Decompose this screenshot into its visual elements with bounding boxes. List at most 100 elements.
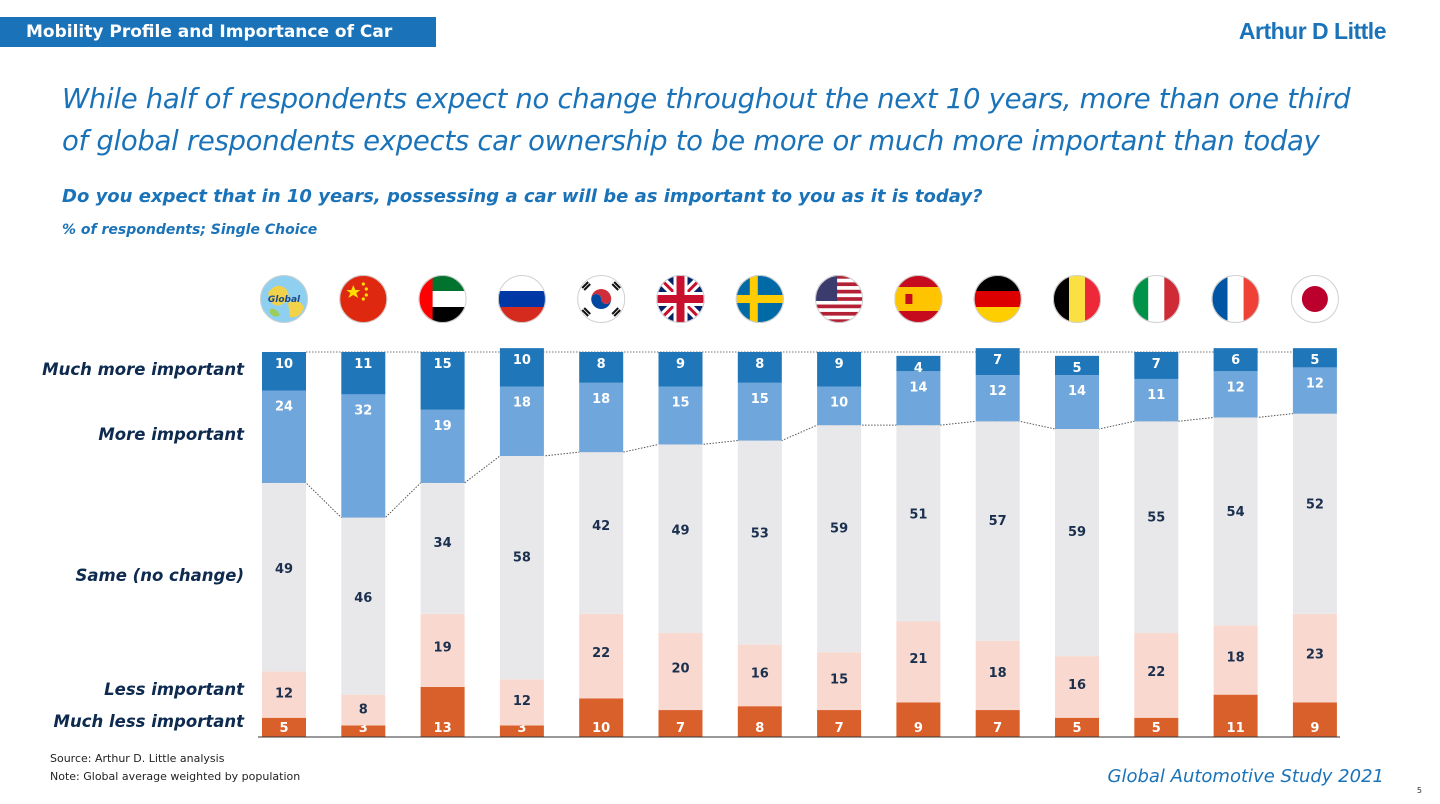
- row-label-more: More important: [98, 425, 244, 444]
- data-label-russia-more-important: 18: [513, 396, 531, 411]
- bar-china-much-less-important: [341, 725, 386, 737]
- data-label-uae-much-less-important: 13: [434, 721, 452, 736]
- data-label-germany-more-important: 12: [989, 384, 1007, 399]
- row-label-much-more: Much more important: [42, 360, 244, 379]
- data-label-global-much-more-important: 10: [275, 357, 293, 372]
- data-label-united-kingdom-much-more-important: 9: [676, 357, 685, 372]
- data-label-italy-much-more-important: 7: [1152, 357, 1161, 372]
- data-label-spain-much-more-important: 4: [914, 361, 923, 376]
- data-label-italy-same-no-change: 55: [1147, 511, 1165, 526]
- bar-china-less-important: [341, 694, 386, 726]
- source-note: Source: Arthur D. Little analysis: [50, 752, 225, 765]
- data-label-france-much-more-important: 6: [1231, 353, 1240, 368]
- data-label-sweden-more-important: 15: [751, 392, 769, 407]
- bar-france-more-important: [1213, 371, 1258, 418]
- bar-france-same-no-change: [1213, 417, 1258, 626]
- data-label-belgium-much-less-important: 5: [1072, 721, 1081, 736]
- bar-united-kingdom-more-important: [658, 386, 703, 445]
- data-label-china-much-less-important: 3: [359, 721, 368, 736]
- flag-south-korea-icon: [577, 275, 626, 323]
- bar-south-korea-more-important: [579, 382, 624, 453]
- data-label-china-much-more-important: 11: [354, 357, 372, 372]
- row-label-less: Less important: [104, 680, 244, 699]
- bar-global-same-no-change: [262, 482, 306, 672]
- data-label-usa-much-more-important: 9: [835, 357, 844, 372]
- data-label-belgium-much-more-important: 5: [1072, 361, 1081, 376]
- bar-sweden-much-less-important: [737, 706, 782, 737]
- data-label-south-korea-much-more-important: 8: [597, 357, 606, 372]
- flag-russia-icon: [497, 275, 546, 323]
- bar-south-korea-much-less-important: [579, 698, 624, 737]
- data-label-germany-much-less-important: 7: [993, 721, 1002, 736]
- flag-germany-icon: [973, 275, 1022, 323]
- bar-russia-much-more-important: [499, 348, 544, 387]
- data-label-usa-much-less-important: 7: [835, 721, 844, 736]
- bar-belgium-much-less-important: [1055, 717, 1099, 737]
- data-label-china-more-important: 32: [354, 403, 372, 418]
- data-label-united-kingdom-much-less-important: 7: [676, 721, 685, 736]
- data-label-japan-more-important: 12: [1306, 376, 1324, 391]
- bar-united-kingdom-much-more-important: [658, 352, 703, 387]
- data-label-united-kingdom-less-important: 20: [671, 662, 689, 677]
- survey-question: Do you expect that in 10 years, possessi…: [62, 186, 983, 207]
- bar-sweden-much-more-important: [737, 352, 782, 383]
- data-label-uae-same-no-change: 34: [434, 536, 452, 551]
- bar-usa-less-important: [817, 652, 862, 711]
- bar-uae-more-important: [420, 409, 465, 483]
- bar-germany-less-important: [975, 640, 1020, 711]
- data-label-global-same-no-change: 49: [275, 562, 293, 577]
- bar-spain-same-no-change: [896, 425, 941, 622]
- bar-sweden-same-no-change: [737, 440, 782, 645]
- data-label-italy-much-less-important: 5: [1152, 721, 1161, 736]
- bar-france-much-more-important: [1213, 348, 1258, 372]
- bar-spain-much-less-important: [896, 702, 941, 737]
- bar-global-less-important: [262, 671, 306, 718]
- data-label-italy-more-important: 11: [1147, 388, 1165, 403]
- data-label-uae-much-more-important: 15: [434, 357, 452, 372]
- bar-france-less-important: [1213, 625, 1258, 695]
- bar-japan-much-less-important: [1292, 702, 1337, 737]
- data-label-united-kingdom-more-important: 15: [671, 396, 689, 411]
- data-label-spain-less-important: 21: [909, 652, 927, 667]
- bar-japan-same-no-change: [1292, 413, 1337, 614]
- data-label-sweden-less-important: 16: [751, 666, 769, 681]
- bar-germany-much-more-important: [975, 348, 1020, 376]
- bar-france-much-less-important: [1213, 694, 1258, 737]
- data-label-japan-less-important: 23: [1306, 648, 1324, 663]
- bar-uae-much-more-important: [420, 352, 465, 410]
- footnote: Note: Global average weighted by populat…: [50, 770, 301, 783]
- flag-china-icon: [339, 275, 388, 323]
- data-label-japan-much-more-important: 5: [1310, 353, 1319, 368]
- study-title: Global Automotive Study 2021: [1107, 766, 1385, 787]
- data-label-japan-same-no-change: 52: [1306, 498, 1324, 513]
- section-tag: Mobility Profile and Importance of Car: [0, 17, 436, 47]
- bar-italy-much-more-important: [1134, 352, 1179, 379]
- data-label-russia-much-more-important: 10: [513, 353, 531, 368]
- flag-united-kingdom-icon: [656, 275, 705, 323]
- flag-sweden-icon: [735, 275, 784, 323]
- data-label-south-korea-same-no-change: 42: [592, 519, 610, 534]
- bar-italy-less-important: [1134, 633, 1179, 718]
- data-label-spain-more-important: 14: [909, 380, 927, 395]
- data-label-sweden-same-no-change: 53: [751, 526, 769, 541]
- data-label-usa-more-important: 10: [830, 396, 848, 411]
- data-label-italy-less-important: 22: [1147, 665, 1165, 680]
- bar-italy-more-important: [1134, 378, 1179, 422]
- bar-usa-much-less-important: [817, 710, 862, 737]
- data-label-japan-much-less-important: 9: [1310, 721, 1319, 736]
- bar-global-more-important: [262, 390, 306, 483]
- bar-south-korea-much-more-important: [579, 352, 624, 383]
- bar-spain-less-important: [896, 621, 941, 703]
- bar-usa-much-more-important: [817, 352, 862, 387]
- data-label-uae-more-important: 19: [434, 419, 452, 434]
- flag-italy-icon: [1132, 275, 1181, 323]
- flag-uae-icon: [418, 275, 467, 323]
- row-label-same: Same (no change): [75, 566, 244, 585]
- bar-china-same-no-change: [341, 517, 386, 695]
- flag-usa-icon: [815, 275, 864, 323]
- bar-belgium-more-important: [1055, 375, 1099, 429]
- bar-russia-less-important: [499, 679, 544, 726]
- bar-russia-same-no-change: [499, 455, 544, 680]
- bar-south-korea-less-important: [579, 613, 624, 699]
